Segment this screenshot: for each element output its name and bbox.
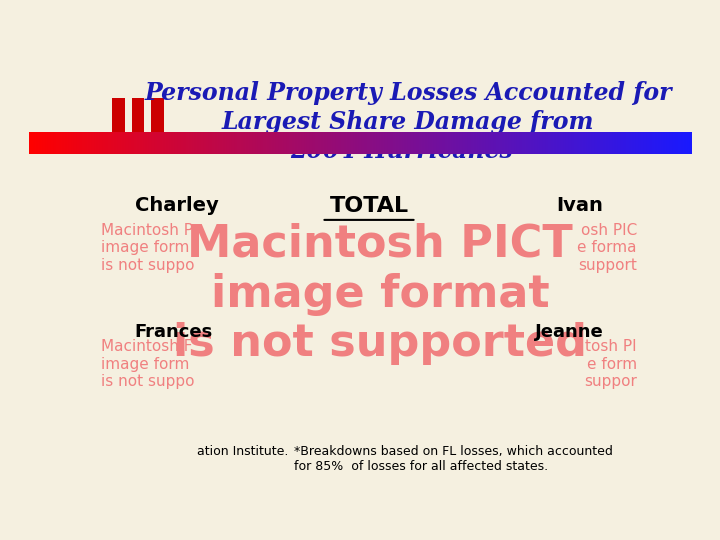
Text: *Breakdowns based on FL losses, which accounted
for 85%  of losses for all affec: *Breakdowns based on FL losses, which ac… xyxy=(294,446,613,473)
Text: osh PIC
e forma
support: osh PIC e forma support xyxy=(577,223,637,273)
Text: Jeanne: Jeanne xyxy=(535,322,603,341)
FancyBboxPatch shape xyxy=(230,437,620,481)
FancyBboxPatch shape xyxy=(151,98,163,140)
Text: tosh PI
e form
suppor: tosh PI e form suppor xyxy=(584,339,637,389)
Text: Ivan: Ivan xyxy=(557,196,603,215)
Text: Macintosh F
image form
is not suppo: Macintosh F image form is not suppo xyxy=(101,339,194,389)
FancyBboxPatch shape xyxy=(132,98,144,140)
FancyBboxPatch shape xyxy=(112,98,125,140)
Text: Frances: Frances xyxy=(135,322,213,341)
Text: Charley: Charley xyxy=(135,196,218,215)
Text: Personal Property Losses Accounted for
Largest Share Damage from
2004 Hurricanes: Personal Property Losses Accounted for L… xyxy=(144,82,672,163)
Text: ation Institute.: ation Institute. xyxy=(197,446,288,458)
Text: Macintosh P
image form
is not suppo: Macintosh P image form is not suppo xyxy=(101,223,194,273)
Text: Macintosh PICT
image format
is not supported: Macintosh PICT image format is not suppo… xyxy=(174,223,588,366)
Text: TOTAL: TOTAL xyxy=(330,196,408,216)
